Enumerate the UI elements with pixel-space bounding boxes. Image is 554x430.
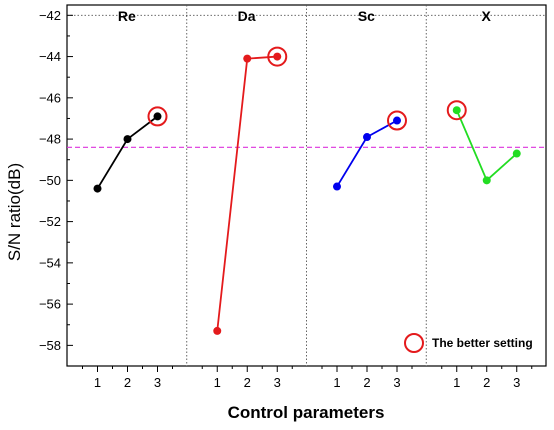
- data-point-re: [93, 184, 102, 193]
- plot-frame: [66, 4, 547, 367]
- x-tick-label: 1: [333, 375, 340, 390]
- x-tick-label: 2: [363, 375, 370, 390]
- data-point-da: [213, 326, 222, 335]
- x-tick-label: 3: [274, 375, 281, 390]
- x-tick-label: 1: [214, 375, 221, 390]
- data-point-sc: [363, 133, 371, 142]
- data-point-sc: [393, 116, 401, 125]
- x-tick-label: 2: [244, 375, 251, 390]
- data-point-x: [452, 106, 461, 115]
- better-setting-marker: [267, 46, 288, 67]
- x-tick-label: 3: [393, 375, 400, 390]
- better-setting-marker: [147, 106, 168, 127]
- data-point-sc: [333, 182, 341, 191]
- series-line-sc: [336, 119, 398, 187]
- y-tick-label: −50: [39, 173, 61, 188]
- panel-label-x: X: [481, 8, 491, 24]
- x-tick-label: 3: [154, 375, 161, 390]
- legend-marker-icon: [404, 333, 424, 353]
- series-line-x: [455, 109, 518, 182]
- y-tick-label: −44: [39, 49, 61, 64]
- series-line-re: [96, 115, 159, 190]
- legend-label: The better setting: [432, 336, 533, 350]
- panel-label-da: Da: [238, 8, 256, 24]
- y-tick-label: −54: [39, 255, 61, 270]
- data-point-da: [243, 54, 252, 63]
- panel-label-sc: Sc: [358, 8, 375, 24]
- data-point-re: [123, 135, 132, 144]
- y-tick-label: −56: [39, 297, 61, 312]
- data-point-x: [512, 149, 521, 158]
- x-axis-title: Control parameters: [228, 403, 385, 422]
- data-point-x: [482, 176, 491, 185]
- better-setting-marker: [446, 100, 467, 121]
- x-tick-label: 1: [453, 375, 460, 390]
- y-axis-title: S/N ratio(dB): [5, 163, 24, 261]
- y-tick-label: −42: [39, 8, 61, 23]
- y-tick-label: −48: [39, 132, 61, 147]
- y-tick-label: −52: [39, 214, 61, 229]
- data-point-re: [153, 112, 162, 121]
- panel-label-re: Re: [118, 8, 136, 24]
- series-line-da: [216, 55, 278, 332]
- x-tick-label: 3: [513, 375, 520, 390]
- x-tick-label: 2: [483, 375, 490, 390]
- y-tick-label: −46: [39, 90, 61, 105]
- x-tick-label: 2: [124, 375, 131, 390]
- y-tick-label: −58: [39, 338, 61, 353]
- data-point-da: [273, 52, 282, 61]
- x-tick-label: 1: [94, 375, 101, 390]
- better-setting-marker: [387, 110, 407, 131]
